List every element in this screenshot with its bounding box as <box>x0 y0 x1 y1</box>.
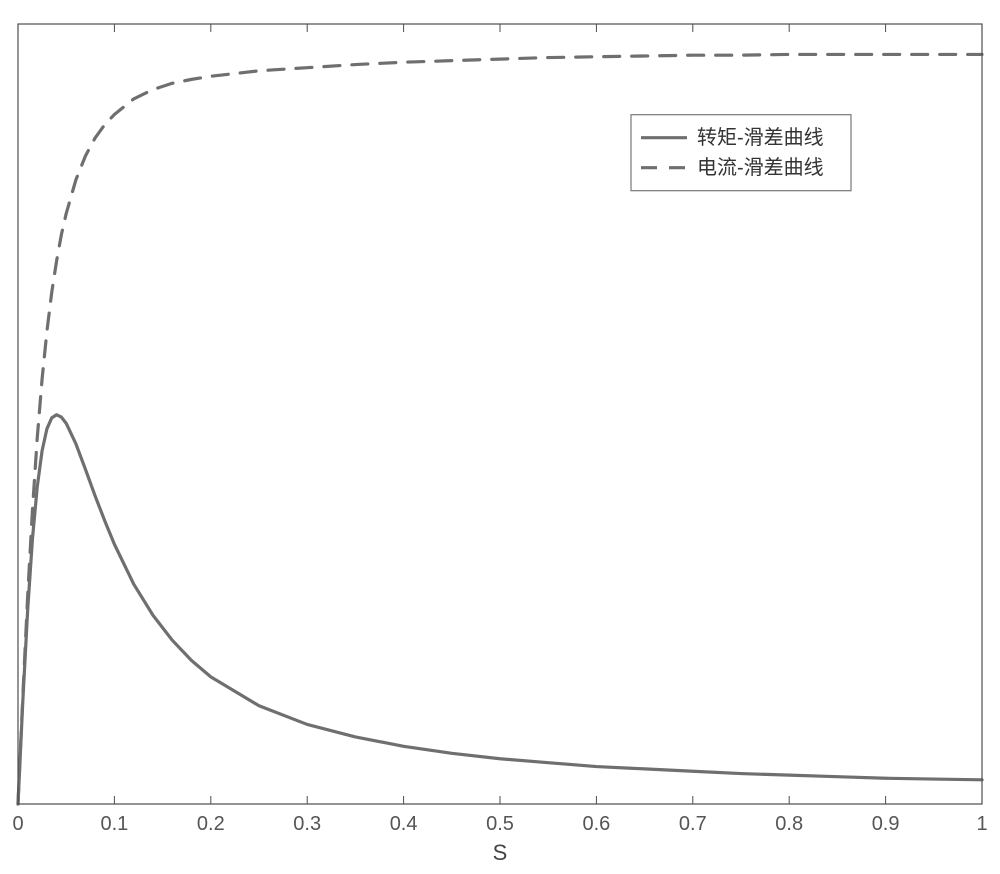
x-tick-label: 0.5 <box>486 813 514 835</box>
line-chart: 0 0.1 0.2 0.3 0.4 0.5 0.6 0.7 0.8 0.9 1 S 转矩-滑差曲线电流-… <box>0 0 1000 874</box>
x-tick-label: 0.6 <box>582 813 610 835</box>
x-tick-label: 0 <box>12 813 23 835</box>
legend-label: 转矩-滑差曲线 <box>697 126 824 149</box>
x-tick-label: 0.2 <box>197 813 225 835</box>
legend-label: 电流-滑差曲线 <box>697 156 824 179</box>
x-tick-label: 1 <box>976 813 987 835</box>
x-tick-label: 0.1 <box>100 813 128 835</box>
x-tick-label: 0.3 <box>293 813 321 835</box>
chart-container: 0 0.1 0.2 0.3 0.4 0.5 0.6 0.7 0.8 0.9 1 S 转矩-滑差曲线电流-… <box>0 0 1000 874</box>
x-tick-label: 0.7 <box>679 813 707 835</box>
legend: 转矩-滑差曲线电流-滑差曲线 <box>631 115 851 191</box>
x-tick-label: 0.4 <box>390 813 418 835</box>
x-axis-label: S <box>493 840 508 865</box>
x-tick-label: 0.8 <box>775 813 803 835</box>
x-tick-label: 0.9 <box>872 813 900 835</box>
